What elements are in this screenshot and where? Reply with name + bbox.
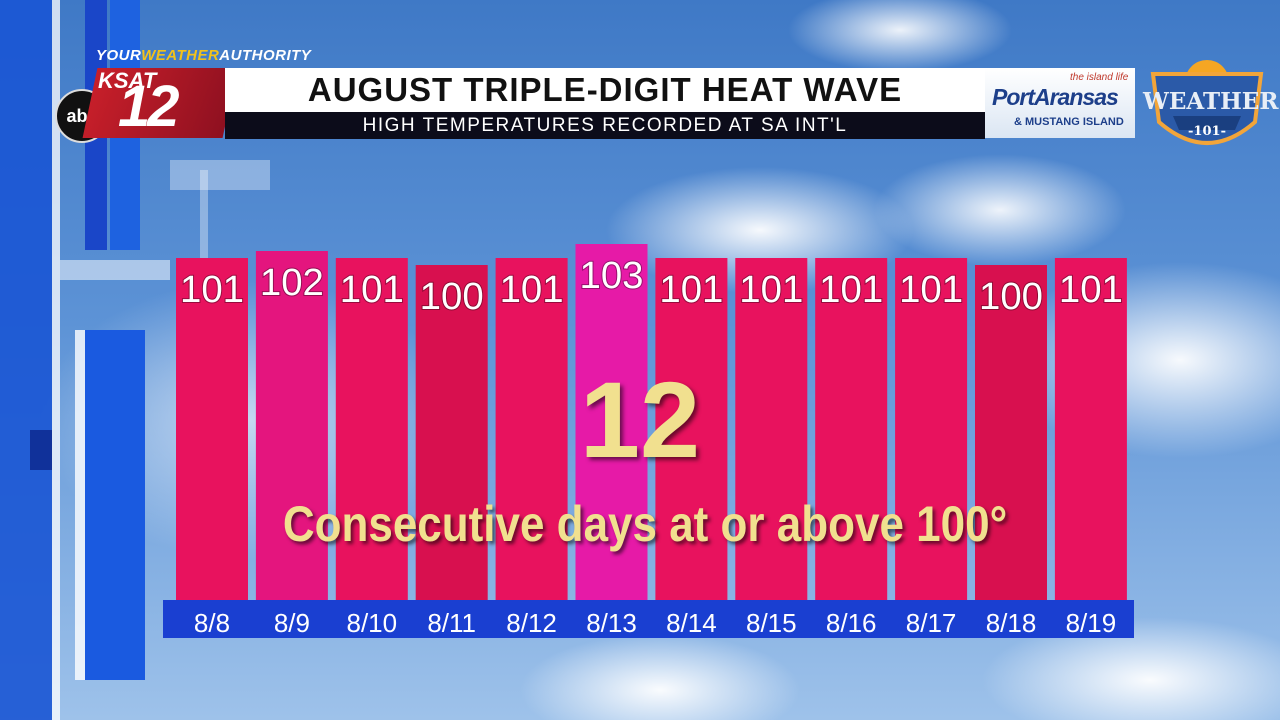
bar-8/8 — [176, 258, 248, 600]
tick-label-8/9: 8/9 — [274, 608, 310, 638]
tick-label-8/17: 8/17 — [906, 608, 957, 638]
ksat-channel-number: 12 — [118, 74, 179, 139]
bar-8/17 — [895, 258, 968, 600]
bar-8/12 — [495, 258, 568, 600]
authority-prefix: YOUR — [96, 47, 142, 64]
bar-8/19 — [1054, 258, 1127, 600]
tick-label-8/8: 8/8 — [194, 608, 230, 638]
weather-authority-tagline: YOURWEATHERAUTHORITY — [96, 47, 311, 64]
bar-8/14 — [655, 258, 728, 600]
authority-suffix: AUTHORITY — [219, 47, 312, 64]
value-label-8/9: 102 — [260, 262, 324, 304]
bar-8/11 — [415, 265, 488, 600]
tick-label-8/10: 8/10 — [346, 608, 397, 638]
tick-label-8/15: 8/15 — [746, 608, 797, 638]
tick-label-8/16: 8/16 — [826, 608, 877, 638]
consecutive-days-number: 12 — [579, 359, 701, 480]
chart-title: AUGUST TRIPLE-DIGIT HEAT WAVE — [307, 71, 903, 108]
value-label-8/17: 101 — [899, 269, 963, 311]
value-label-8/15: 101 — [739, 269, 803, 311]
bar-8/9 — [255, 251, 328, 600]
chart-subtitle: HIGH TEMPERATURES RECORDED AT SA INT'L — [362, 115, 848, 136]
subtitle-banner — [225, 112, 985, 139]
value-label-8/12: 101 — [500, 269, 564, 311]
value-label-8/14: 101 — [659, 269, 723, 311]
decorative-side-stripes — [0, 0, 270, 720]
bar-8/18 — [975, 265, 1047, 600]
bar-8/15 — [735, 258, 808, 600]
sponsor-name: PortAransas — [992, 84, 1119, 110]
value-label-8/19: 101 — [1059, 269, 1123, 311]
tick-label-8/13: 8/13 — [586, 608, 637, 638]
tick-label-8/11: 8/11 — [427, 608, 476, 638]
title-banner — [225, 68, 985, 112]
value-label-8/8: 101 — [180, 269, 244, 311]
bar-8/13 — [575, 244, 648, 600]
value-label-8/11: 100 — [420, 276, 484, 318]
tick-label-8/19: 8/19 — [1066, 608, 1117, 638]
consecutive-days-caption: Consecutive days at or above 100° — [282, 496, 1008, 552]
sponsor-subtitle: & MUSTANG ISLAND — [1014, 116, 1124, 128]
value-label-8/13: 103 — [580, 255, 644, 297]
badge-number: -101- — [1188, 124, 1226, 139]
ksat-logo-text: KSAT — [98, 68, 157, 93]
x-axis-band — [163, 600, 1134, 638]
value-label-8/16: 101 — [819, 269, 883, 311]
bar-8/10 — [335, 258, 408, 600]
sponsor-logo-box — [985, 68, 1135, 138]
badge-title: WEATHER — [1143, 88, 1279, 115]
tick-label-8/18: 8/18 — [986, 608, 1037, 638]
value-label-8/18: 100 — [979, 276, 1043, 318]
sponsor-tagline: the island life — [1070, 72, 1129, 83]
value-label-8/10: 101 — [340, 269, 404, 311]
bar-8/16 — [815, 258, 888, 600]
tick-label-8/12: 8/12 — [506, 608, 557, 638]
authority-weather: WEATHER — [141, 47, 220, 64]
tick-label-8/14: 8/14 — [666, 608, 717, 638]
weather-101-badge — [1150, 60, 1264, 145]
